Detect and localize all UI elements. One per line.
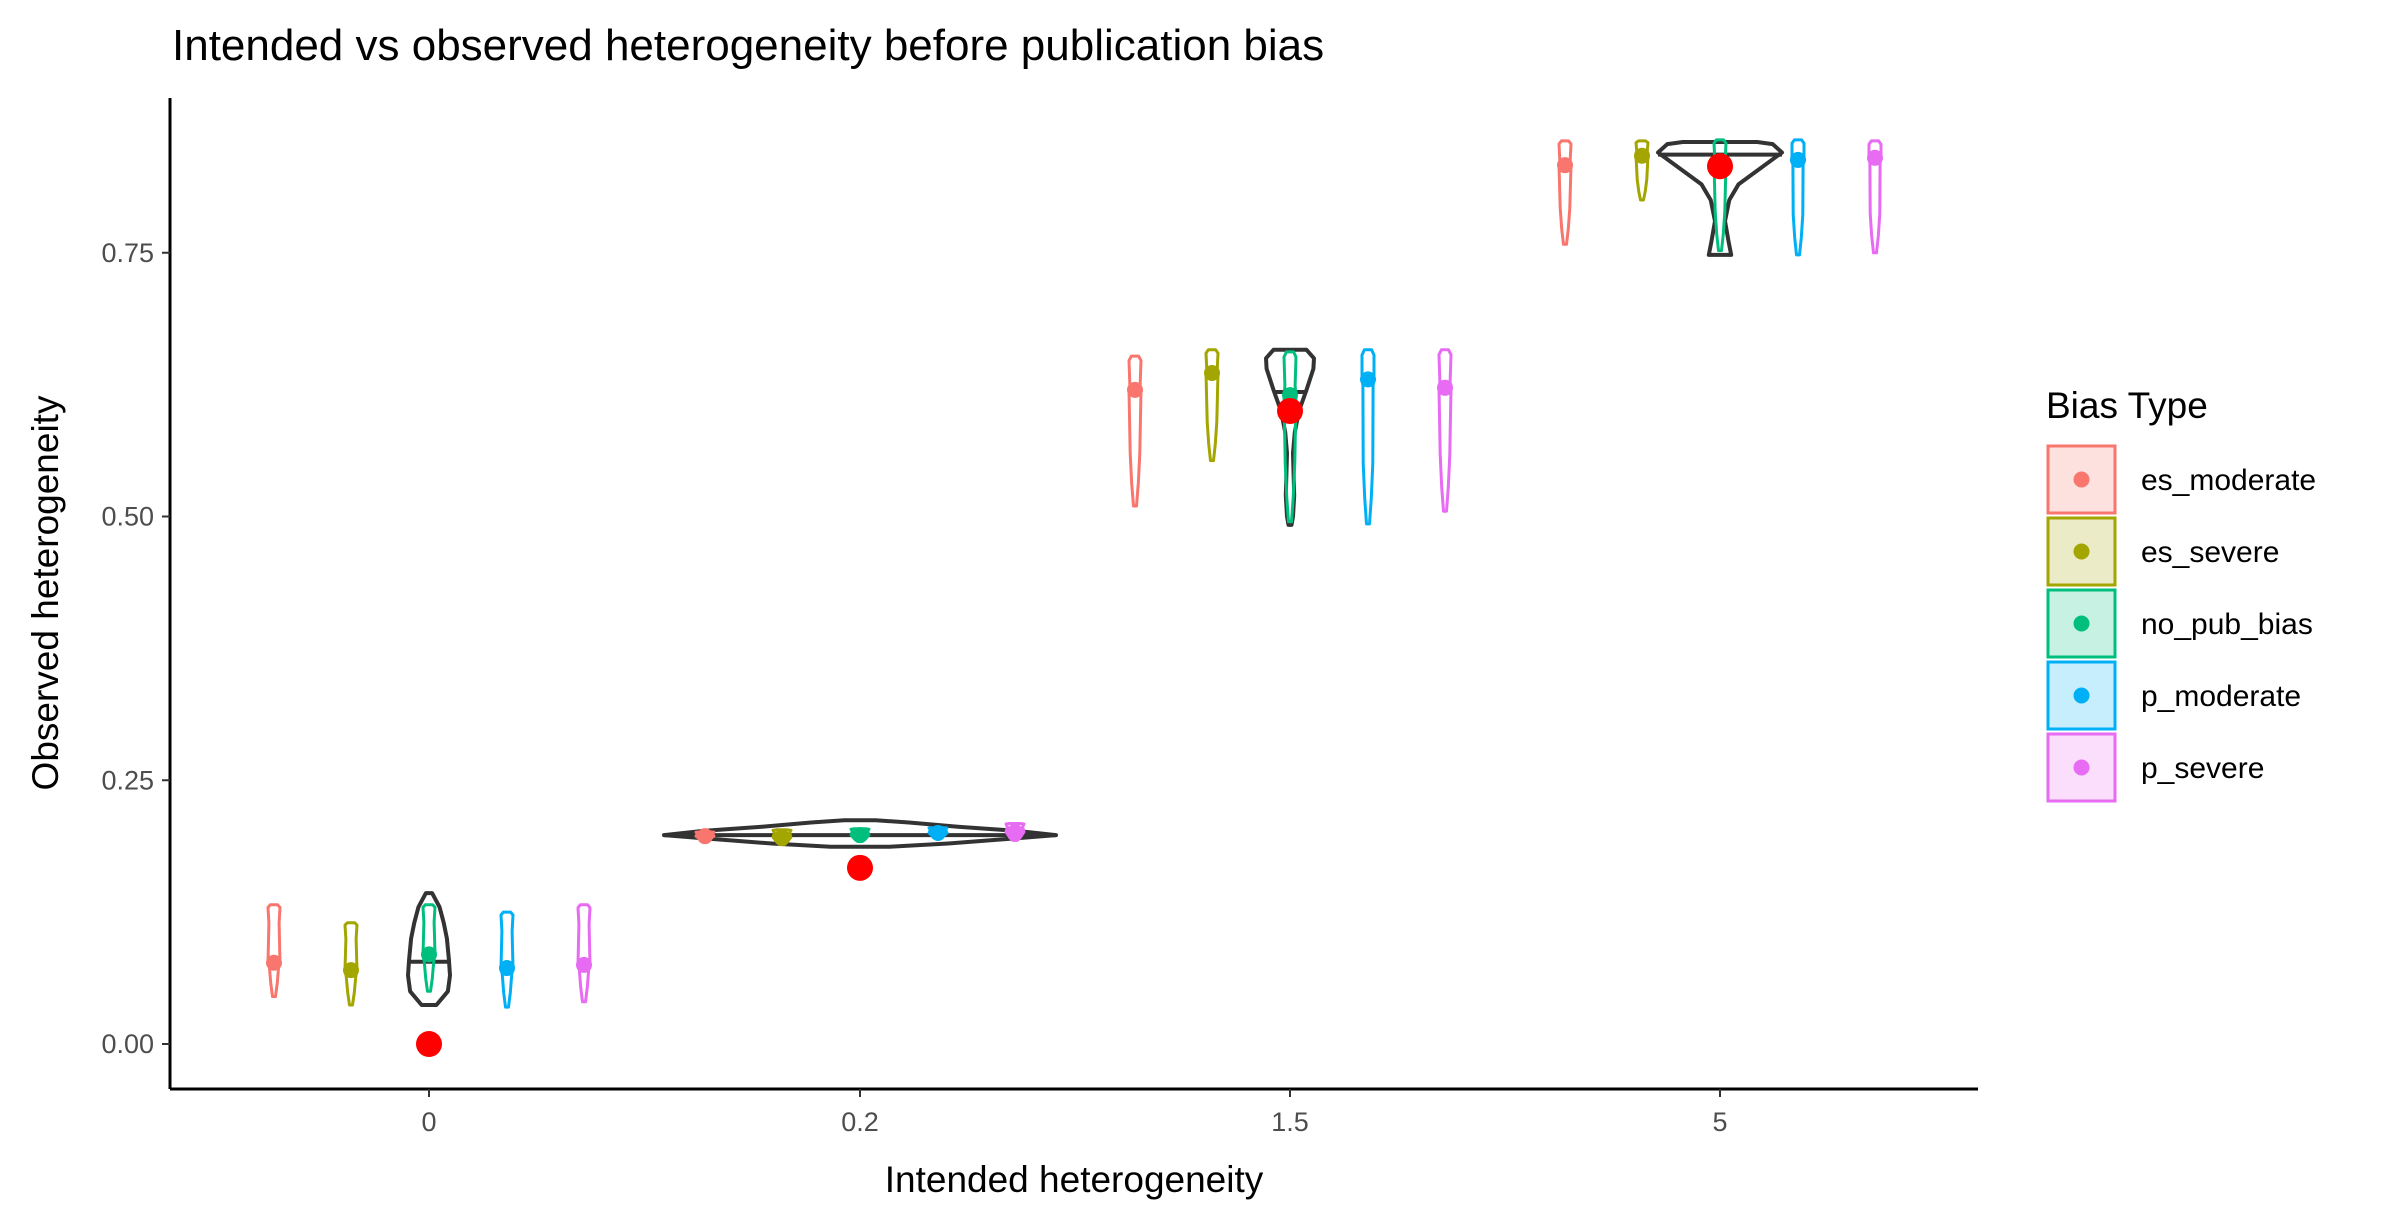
legend-dot-es_severe	[2073, 543, 2090, 560]
intended-point-1.5	[1277, 398, 1303, 424]
x-tick-label: 0	[421, 1107, 436, 1137]
mean-point-p_severe-0.2	[1007, 823, 1023, 840]
x-tick-label: 0.2	[841, 1107, 879, 1137]
violin-no_pub_bias-1.5	[1282, 350, 1298, 524]
mean-point-p_moderate-5	[1790, 151, 1806, 168]
violin-es_moderate-5	[1557, 139, 1573, 246]
mean-point-es_moderate-0	[266, 954, 282, 971]
y-tick-label: 0.00	[101, 1029, 154, 1059]
legend-item-no_pub_bias: no_pub_bias	[2046, 588, 2313, 659]
plot-area	[266, 138, 1883, 1057]
mean-point-es_severe-0.2	[774, 829, 790, 846]
legend-item-p_severe: p_severe	[2046, 732, 2264, 803]
y-tick-label: 0.25	[101, 765, 154, 795]
mean-point-p_moderate-0.2	[930, 825, 946, 841]
mean-point-p_moderate-0	[499, 960, 515, 977]
violin-p_moderate-1.5	[1360, 348, 1376, 526]
x-tick-label: 1.5	[1271, 1107, 1309, 1137]
legend-title: Bias Type	[2046, 385, 2208, 426]
mean-point-es_severe-5	[1634, 147, 1650, 164]
violin-p_severe-1.5	[1437, 348, 1453, 513]
y-tick-label: 0.50	[101, 502, 154, 532]
y-tick-label: 0.75	[101, 238, 154, 268]
mean-point-p_severe-1.5	[1437, 379, 1453, 396]
violin-p_moderate-5	[1790, 138, 1806, 257]
violin-no_pub_bias-5	[1712, 138, 1728, 253]
x-axis-ticks: 0 0.2 1.5 5	[421, 1089, 1728, 1137]
violin-es_severe-5	[1634, 139, 1650, 202]
mean-point-p_severe-0	[576, 956, 592, 973]
violin-es_severe-1.5	[1204, 348, 1220, 463]
violin-p_moderate-0	[499, 910, 515, 1009]
legend-dot-p_moderate	[2073, 687, 2090, 704]
mean-point-es_moderate-1.5	[1127, 381, 1143, 398]
mean-point-no_pub_bias-0	[421, 946, 437, 963]
legend-dot-no_pub_bias	[2073, 615, 2090, 632]
legend-label-p_moderate: p_moderate	[2141, 680, 2301, 713]
mean-point-no_pub_bias-0.2	[852, 827, 868, 844]
mean-point-p_severe-5	[1867, 149, 1883, 166]
violin-es_moderate-1.5	[1127, 354, 1143, 508]
mean-point-p_moderate-1.5	[1360, 371, 1376, 388]
intended-point-0	[416, 1031, 442, 1057]
legend-label-p_severe: p_severe	[2141, 752, 2264, 785]
intended-point-5	[1707, 153, 1733, 180]
intended-point-0.2	[847, 854, 873, 881]
x-axis-label: Intended heterogeneity	[885, 1159, 1264, 1200]
violin-p_severe-0	[576, 903, 592, 1004]
legend-label-es_severe: es_severe	[2141, 536, 2279, 569]
legend-dot-es_moderate	[2073, 471, 2090, 488]
violin-p_severe-5	[1867, 139, 1883, 255]
x-tick-label: 5	[1712, 1107, 1727, 1137]
chart-title: Intended vs observed heterogeneity befor…	[172, 21, 1324, 70]
legend-item-es_moderate: es_moderate	[2046, 444, 2316, 515]
legend-dot-p_severe	[2073, 759, 2090, 776]
overall-violin-1.5	[1264, 347, 1316, 527]
mean-point-es_severe-0	[343, 962, 359, 979]
legend-label-es_moderate: es_moderate	[2141, 464, 2316, 497]
y-axis-ticks: 0.00 0.25 0.50 0.75	[101, 238, 170, 1059]
violin-es_moderate-0	[266, 903, 282, 998]
legend: Bias Type es_moderate es_severe no_pub_bia…	[2046, 385, 2316, 803]
mean-point-es_severe-1.5	[1204, 365, 1220, 382]
mean-point-es_moderate-5	[1557, 157, 1573, 174]
y-axis-label: Observed heterogeneity	[25, 395, 66, 790]
mean-point-es_moderate-0.2	[697, 828, 713, 845]
legend-label-no_pub_bias: no_pub_bias	[2141, 608, 2313, 641]
overall-violin-0	[406, 891, 452, 1007]
legend-item-es_severe: es_severe	[2046, 516, 2279, 587]
legend-item-p_moderate: p_moderate	[2046, 660, 2301, 731]
